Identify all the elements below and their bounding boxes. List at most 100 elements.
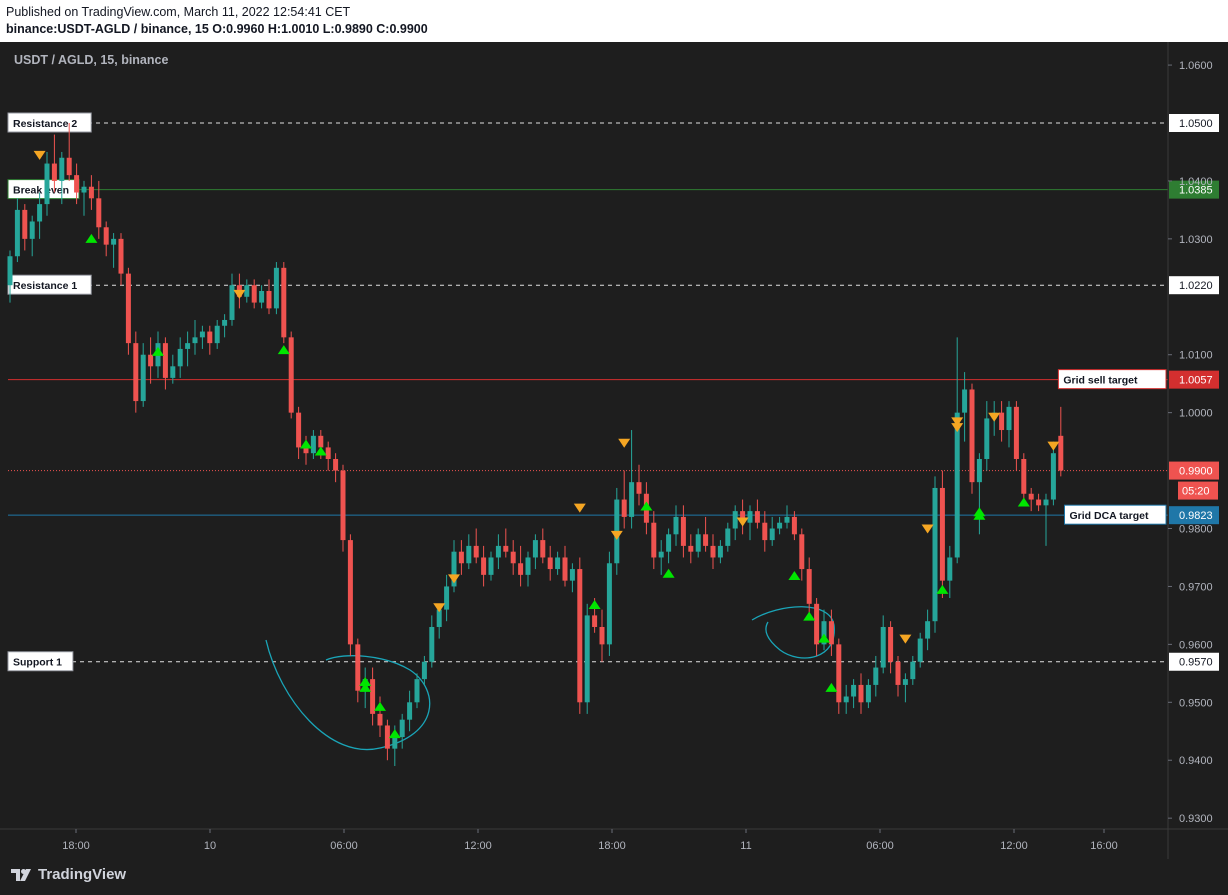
candle-body <box>828 621 834 645</box>
level-price-label: 0.9823 <box>1179 510 1213 522</box>
level-price-tag <box>1169 276 1219 295</box>
time-axis: 18:00 10 06:00 12:00 18:00 11 06:00 12:00 16:00 <box>0 828 1228 852</box>
published-line: Published on TradingView.com, March 11, … <box>6 5 351 19</box>
candle <box>828 609 834 656</box>
candle <box>273 262 279 315</box>
tradingview-logo-text: TradingView <box>38 866 127 883</box>
candle-body <box>865 684 871 703</box>
candle-body <box>111 238 117 245</box>
candle <box>7 250 13 303</box>
candle <box>540 528 546 564</box>
candle-body <box>673 516 679 535</box>
level-price-label: 1.0500 <box>1179 118 1213 130</box>
last-price-label: 0.9900 <box>1179 466 1213 478</box>
sell-marker <box>1047 441 1060 451</box>
candle-body <box>66 157 72 176</box>
y-tick-label: 1.0100 <box>1179 350 1213 362</box>
candle-body <box>74 175 80 193</box>
candle <box>1050 441 1056 506</box>
candle <box>325 441 331 471</box>
candle <box>599 609 605 662</box>
annotations <box>265 606 835 751</box>
candle-body <box>821 621 827 645</box>
candle-body <box>510 551 516 564</box>
candle-body <box>799 534 805 570</box>
candle <box>784 505 790 529</box>
candle <box>1058 406 1064 477</box>
buy-marker <box>152 346 164 356</box>
candle-body <box>421 661 427 680</box>
candle-body <box>710 545 716 558</box>
candle-body <box>562 557 568 581</box>
candle <box>1028 487 1034 512</box>
candle <box>984 401 990 471</box>
candle <box>791 511 797 541</box>
candle <box>74 163 80 205</box>
candle-body <box>769 528 775 541</box>
level-name-label: Break even <box>13 185 69 197</box>
candle-body <box>51 163 57 181</box>
candle <box>673 505 679 546</box>
candle-body <box>880 626 886 668</box>
candle <box>532 534 538 570</box>
candle <box>762 511 768 552</box>
buy-marker <box>359 677 372 687</box>
candle <box>96 180 102 239</box>
chart-title: USDT / AGLD, 15, binance <box>14 53 168 67</box>
candle <box>429 615 435 668</box>
candle-body <box>740 511 746 523</box>
candle <box>799 528 805 581</box>
candle <box>222 314 228 338</box>
candle-body <box>939 487 945 581</box>
candle <box>66 123 72 181</box>
candle-body <box>59 157 65 181</box>
candle-body <box>762 522 768 541</box>
candle-body <box>333 458 339 471</box>
candle-body <box>725 528 731 546</box>
candle <box>207 325 213 355</box>
candle-body <box>806 569 812 604</box>
candle-body <box>636 482 642 494</box>
candles <box>7 123 1064 767</box>
candle-body <box>185 343 191 349</box>
candle <box>148 337 154 384</box>
candle <box>917 632 923 668</box>
candle-body <box>488 557 494 575</box>
candle-body <box>1036 499 1042 506</box>
candle-body <box>754 511 760 523</box>
candle-body <box>384 725 390 749</box>
candle-body <box>7 256 13 286</box>
candle <box>421 655 427 685</box>
candle-body <box>577 569 583 703</box>
sell-marker <box>610 530 623 540</box>
candle-body <box>436 609 442 627</box>
y-tick-label: 0.9800 <box>1179 524 1213 536</box>
candle <box>414 673 420 709</box>
level-price-tag <box>1169 506 1219 525</box>
candle <box>710 534 716 570</box>
tradingview-logo-icon <box>11 868 31 881</box>
sell-marker <box>233 289 246 299</box>
level-price-tag <box>1169 370 1219 389</box>
level-name-label: Support 1 <box>13 657 62 669</box>
x-tick-label: 16:00 <box>1090 840 1118 852</box>
candle-body <box>666 534 672 552</box>
candle-body <box>695 534 701 552</box>
candle <box>777 516 783 535</box>
candle <box>666 528 672 564</box>
candle <box>584 603 590 714</box>
candle <box>296 406 302 459</box>
candle <box>703 516 709 552</box>
tradingview-logo[interactable]: TradingView <box>10 866 126 883</box>
candle-body <box>703 534 709 546</box>
candle-body <box>288 337 294 413</box>
candle <box>969 383 975 494</box>
candle <box>458 540 464 575</box>
candle <box>310 430 316 459</box>
candle <box>37 192 43 239</box>
buy-marker <box>277 345 290 355</box>
candle <box>621 470 627 529</box>
candle-body <box>81 186 87 193</box>
candle <box>266 279 272 315</box>
